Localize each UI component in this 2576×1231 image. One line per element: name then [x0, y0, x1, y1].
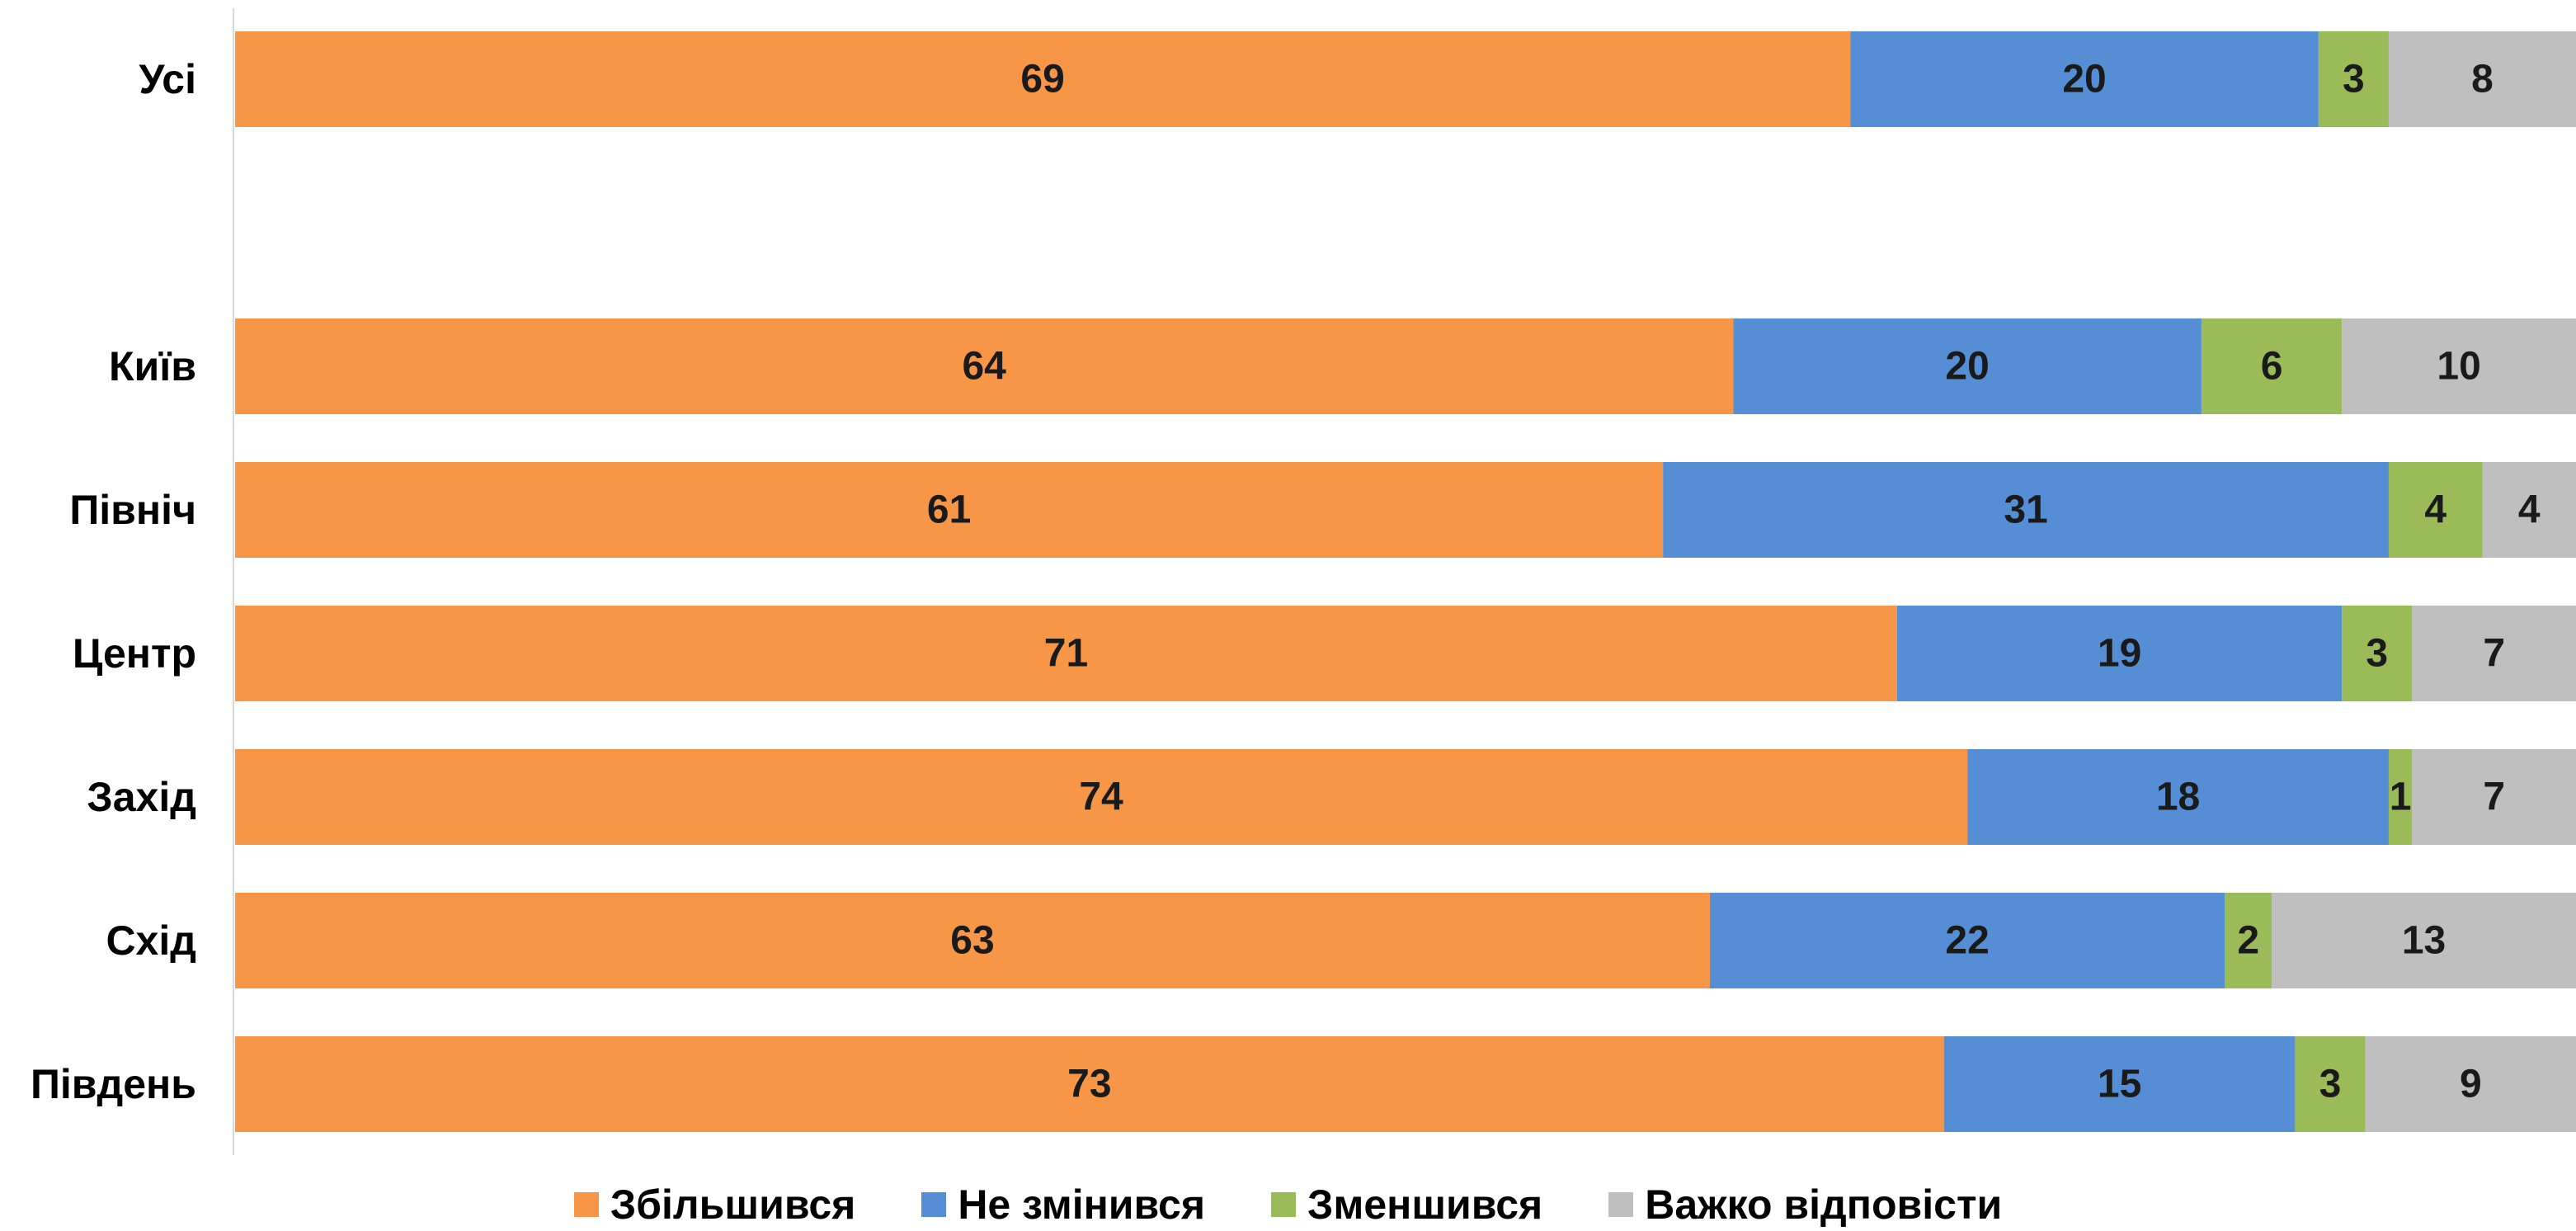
data-label: 3	[2366, 632, 2388, 676]
legend-swatch	[921, 1192, 947, 1217]
legend-label: Не змінився	[958, 1181, 1206, 1228]
bar-segment	[235, 318, 1734, 414]
bar-segment	[2388, 31, 2576, 127]
legend-label: Зменшився	[1307, 1181, 1543, 1228]
bar-segment	[2318, 31, 2389, 127]
bar-segment	[2342, 606, 2413, 701]
data-label: 20	[1945, 345, 1989, 389]
bar-segment	[235, 606, 1897, 701]
legend-item: Зменшився	[1271, 1181, 1542, 1229]
data-label: 7	[2483, 632, 2505, 676]
bar-segment	[1709, 893, 2225, 988]
bar-segment	[1967, 749, 2389, 845]
data-label: 9	[2460, 1063, 2482, 1106]
data-label: 19	[2098, 632, 2141, 676]
data-label: 69	[1020, 58, 1064, 101]
data-label: 1	[2390, 776, 2412, 819]
legend-label: Важко відповісти	[1645, 1181, 2003, 1228]
data-label: 10	[2437, 345, 2480, 389]
bar-segment	[2412, 749, 2576, 845]
bar-segment	[2342, 318, 2576, 414]
legend-item: Збільшився	[573, 1181, 856, 1229]
legend-item: Важко відповісти	[1608, 1181, 2002, 1229]
bar-segment	[235, 462, 1664, 558]
bar-segment	[2482, 462, 2576, 558]
bar-segment	[1943, 1036, 2296, 1132]
data-label: 3	[2343, 58, 2365, 101]
data-label: 18	[2156, 776, 2200, 819]
data-label: 64	[962, 345, 1006, 389]
bar-segment	[235, 31, 1851, 127]
bar-segment	[1896, 606, 2343, 701]
legend: Збільшився Не змінився Зменшився Важко відп…	[0, 1180, 2576, 1229]
category-label: Північ	[69, 487, 196, 533]
data-label: 4	[2518, 488, 2541, 532]
category-labels: Усі Київ Північ Центр Захід Схід Південь	[31, 56, 196, 1107]
category-label: Схід	[106, 917, 196, 964]
bar-segment	[1850, 31, 2319, 127]
data-label: 8	[2471, 58, 2494, 101]
data-label: 20	[2062, 58, 2106, 101]
data-label: 63	[950, 919, 994, 963]
bar-segment	[2412, 606, 2576, 701]
legend-item: Не змінився	[921, 1181, 1205, 1229]
legend-label: Збільшився	[610, 1181, 856, 1228]
data-label: 3	[2319, 1063, 2342, 1106]
bar-segment	[235, 1036, 1944, 1132]
data-label: 73	[1067, 1063, 1111, 1106]
data-label: 71	[1044, 632, 1088, 676]
bar-segment	[1663, 462, 2389, 558]
bar-segment	[2225, 893, 2272, 988]
bar-segment	[2295, 1036, 2366, 1132]
category-label: Захід	[87, 774, 196, 820]
bar-segment	[2201, 318, 2343, 414]
bar-segment	[2365, 1036, 2576, 1132]
category-label: Київ	[109, 343, 196, 389]
bar-segment	[2388, 462, 2483, 558]
data-label: 6	[2261, 345, 2283, 389]
legend-swatch	[1271, 1192, 1297, 1217]
category-label: Південь	[31, 1061, 196, 1107]
legend-swatch	[1608, 1192, 1634, 1217]
bar-segment	[235, 893, 1710, 988]
data-label: 13	[2402, 919, 2446, 963]
bar-segment	[2388, 749, 2413, 845]
data-label: 4	[2424, 488, 2446, 532]
data-label: 22	[1945, 919, 1989, 963]
data-label: 61	[927, 488, 971, 532]
category-label: Усі	[139, 56, 196, 102]
data-label: 15	[2098, 1063, 2141, 1106]
category-label: Центр	[73, 630, 196, 677]
bar-segment	[1733, 318, 2202, 414]
bar-segment	[235, 749, 1968, 845]
data-label: 31	[2004, 488, 2047, 532]
bar-segment	[2272, 893, 2576, 988]
data-label: 7	[2483, 776, 2505, 819]
data-label: 74	[1079, 776, 1123, 819]
legend-swatch	[573, 1192, 599, 1217]
data-label: 2	[2237, 919, 2259, 963]
